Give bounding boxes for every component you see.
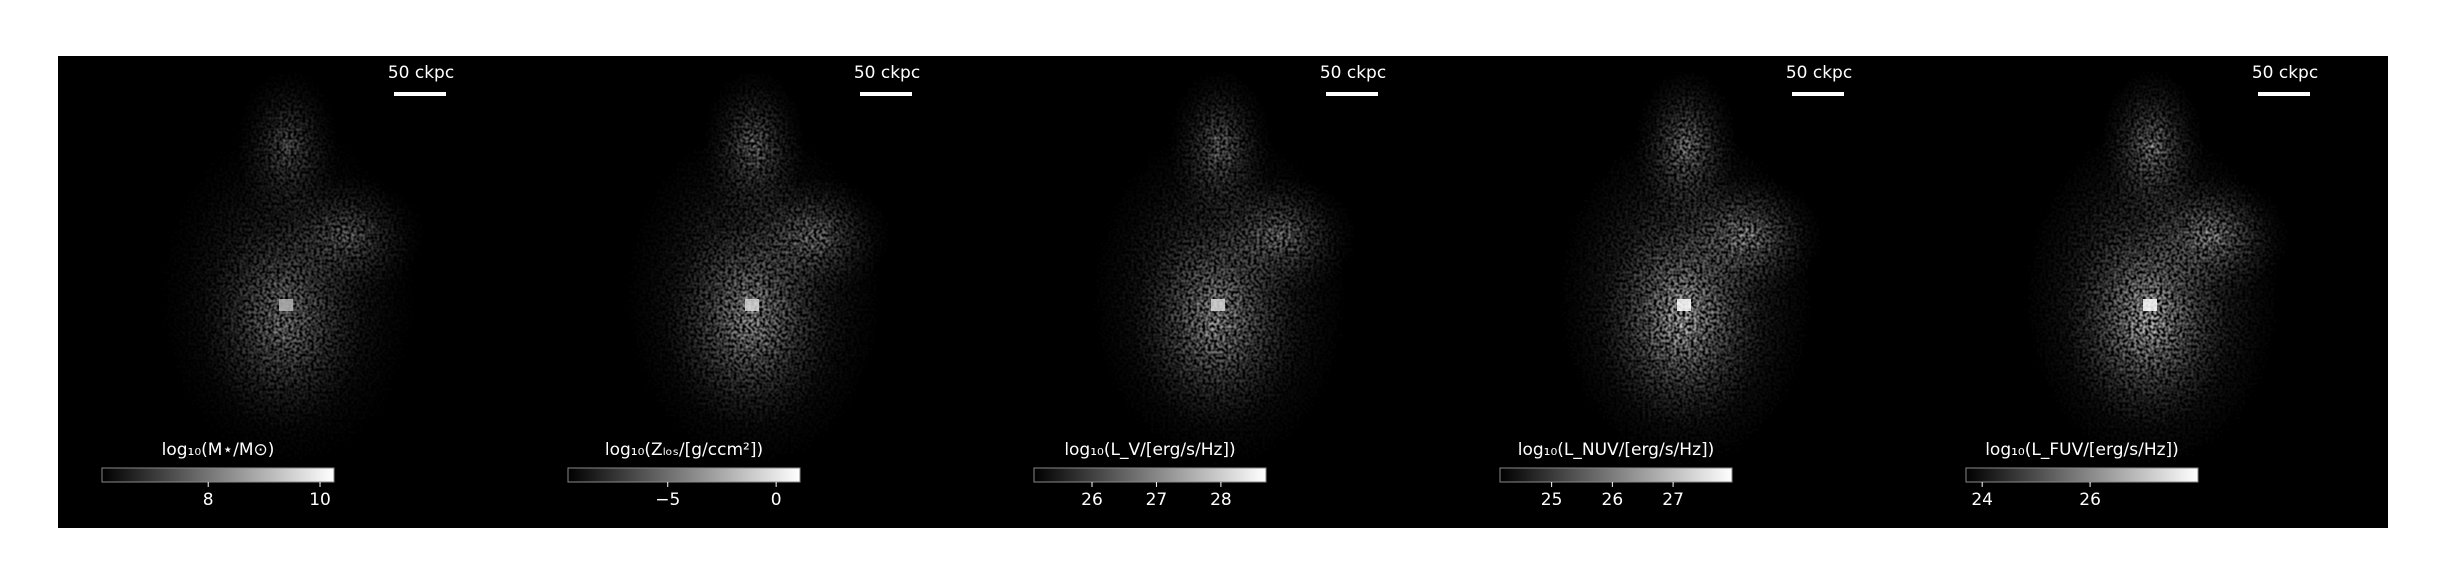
emission xyxy=(228,56,348,236)
colorbar xyxy=(1033,467,1267,483)
colorbar-label: log₁₀(Zₗₒₛ/[g/ccm²]) xyxy=(605,440,763,460)
colorbar-label: log₁₀(M⋆/M⊙) xyxy=(162,440,275,460)
colorbar-label: log₁₀(L_V/[erg/s/Hz]) xyxy=(1064,440,1235,460)
scalebar-label: 50 ckpc xyxy=(1786,63,1852,83)
colorbar-tick-label: 26 xyxy=(1081,490,1103,510)
scalebar-label: 50 ckpc xyxy=(854,63,920,83)
colorbar-tick-label: 0 xyxy=(771,490,782,510)
panel: 50 ckpc log₁₀(L_NUV/[erg/s/Hz]) 25 26 27 xyxy=(1499,56,1852,510)
colorbar xyxy=(1499,467,1733,483)
emission xyxy=(1160,56,1280,236)
colorbar-label: log₁₀(L_FUV/[erg/s/Hz]) xyxy=(1985,440,2179,460)
galaxy-image xyxy=(138,56,438,496)
galaxy-image xyxy=(1536,56,1836,496)
scalebar-label: 50 ckpc xyxy=(2252,63,2318,83)
colorbar-tick-label: 24 xyxy=(1971,490,1993,510)
galaxy-image xyxy=(2002,56,2302,496)
colorbar-tick-label: −5 xyxy=(655,490,680,510)
colorbar xyxy=(1965,467,2199,483)
core xyxy=(279,299,293,311)
colorbar-tick-label: 10 xyxy=(309,490,331,510)
panel: 50 ckpc log₁₀(L_V/[erg/s/Hz]) 26 27 28 xyxy=(1033,56,1386,510)
colorbar-tick-label: 25 xyxy=(1541,490,1563,510)
scalebar-label: 50 ckpc xyxy=(388,63,454,83)
scalebar-label: 50 ckpc xyxy=(1320,63,1386,83)
core xyxy=(2143,299,2157,311)
core xyxy=(745,299,759,311)
colorbar-tick-label: 26 xyxy=(1602,490,1624,510)
colorbar-tick-label: 28 xyxy=(1210,490,1232,510)
colorbar-tick-label: 27 xyxy=(1146,490,1168,510)
colorbar xyxy=(101,467,335,483)
emission xyxy=(1626,56,1746,236)
colorbar-tick-label: 26 xyxy=(2079,490,2101,510)
panel: 50 ckpc log₁₀(L_FUV/[erg/s/Hz]) 24 26 xyxy=(1965,56,2318,510)
galaxy-image xyxy=(604,56,904,496)
emission xyxy=(694,56,814,236)
colorbar xyxy=(567,467,801,483)
panel: 50 ckpc log₁₀(M⋆/M⊙) 8 10 xyxy=(101,56,454,510)
emission xyxy=(2092,56,2212,236)
galaxy-image xyxy=(1070,56,1370,496)
core xyxy=(1211,299,1225,311)
colorbar-label: log₁₀(L_NUV/[erg/s/Hz]) xyxy=(1518,440,1715,460)
colorbar-tick-label: 8 xyxy=(203,490,214,510)
colorbar-tick-label: 27 xyxy=(1662,490,1684,510)
core xyxy=(1677,299,1691,311)
panel: 50 ckpc log₁₀(Zₗₒₛ/[g/ccm²]) −5 0 xyxy=(567,56,920,510)
